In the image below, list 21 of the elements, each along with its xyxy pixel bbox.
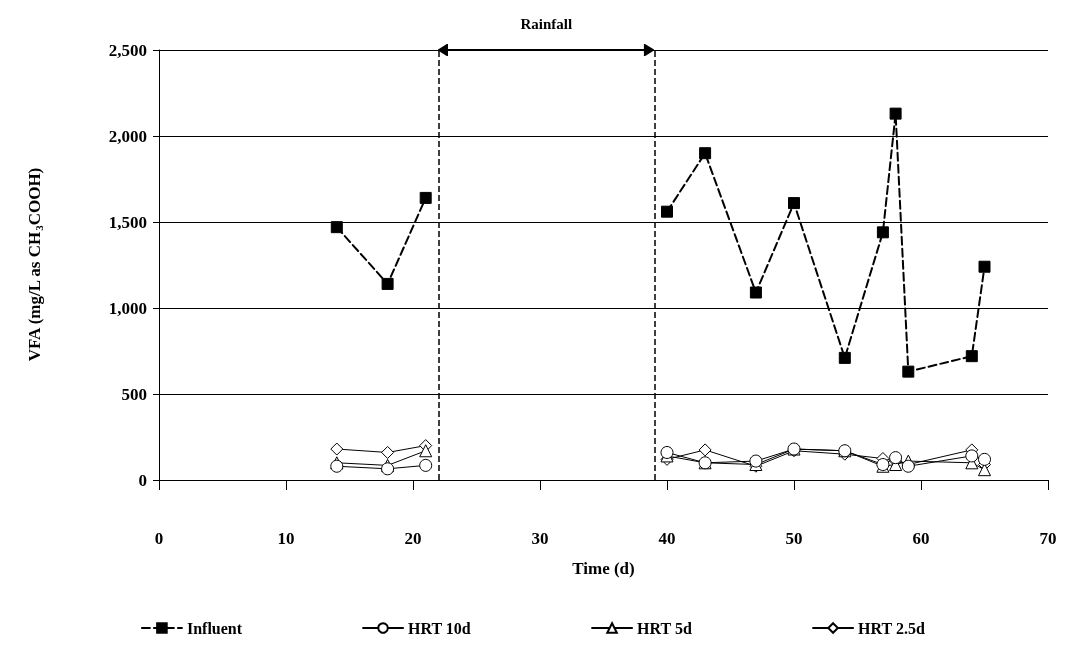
legend-label: Influent	[186, 619, 243, 637]
text: Rainfall	[520, 16, 573, 33]
x-tick-label: 30	[531, 529, 549, 548]
legend-label: HRT 10d	[408, 619, 471, 637]
y-tick-label: 2,500	[108, 40, 147, 60]
x-tick-label: 40	[658, 529, 676, 548]
legend-label: HRT 2.5d	[858, 619, 925, 637]
y-tick-label: 0	[138, 470, 147, 490]
x-tick-label: 60	[912, 529, 930, 548]
x-axis-title: Time (d)	[572, 559, 635, 578]
x-tick-label: 20	[404, 529, 422, 548]
x-tick-label: 50	[785, 529, 803, 548]
x-tick-label: 0	[154, 529, 164, 548]
y-tick-label: 1,500	[108, 212, 147, 232]
x-tick-label: 10	[277, 529, 295, 548]
y-tick-label: 2,000	[108, 126, 147, 146]
y-tick-label: 500	[121, 384, 147, 404]
legend-label: HRT 5d	[637, 619, 692, 637]
y-tick-label: 1,000	[108, 298, 147, 318]
y-axis-title: VFA (mg/L as CH3COOH)	[25, 167, 45, 362]
x-tick-label: 70	[1039, 529, 1057, 548]
